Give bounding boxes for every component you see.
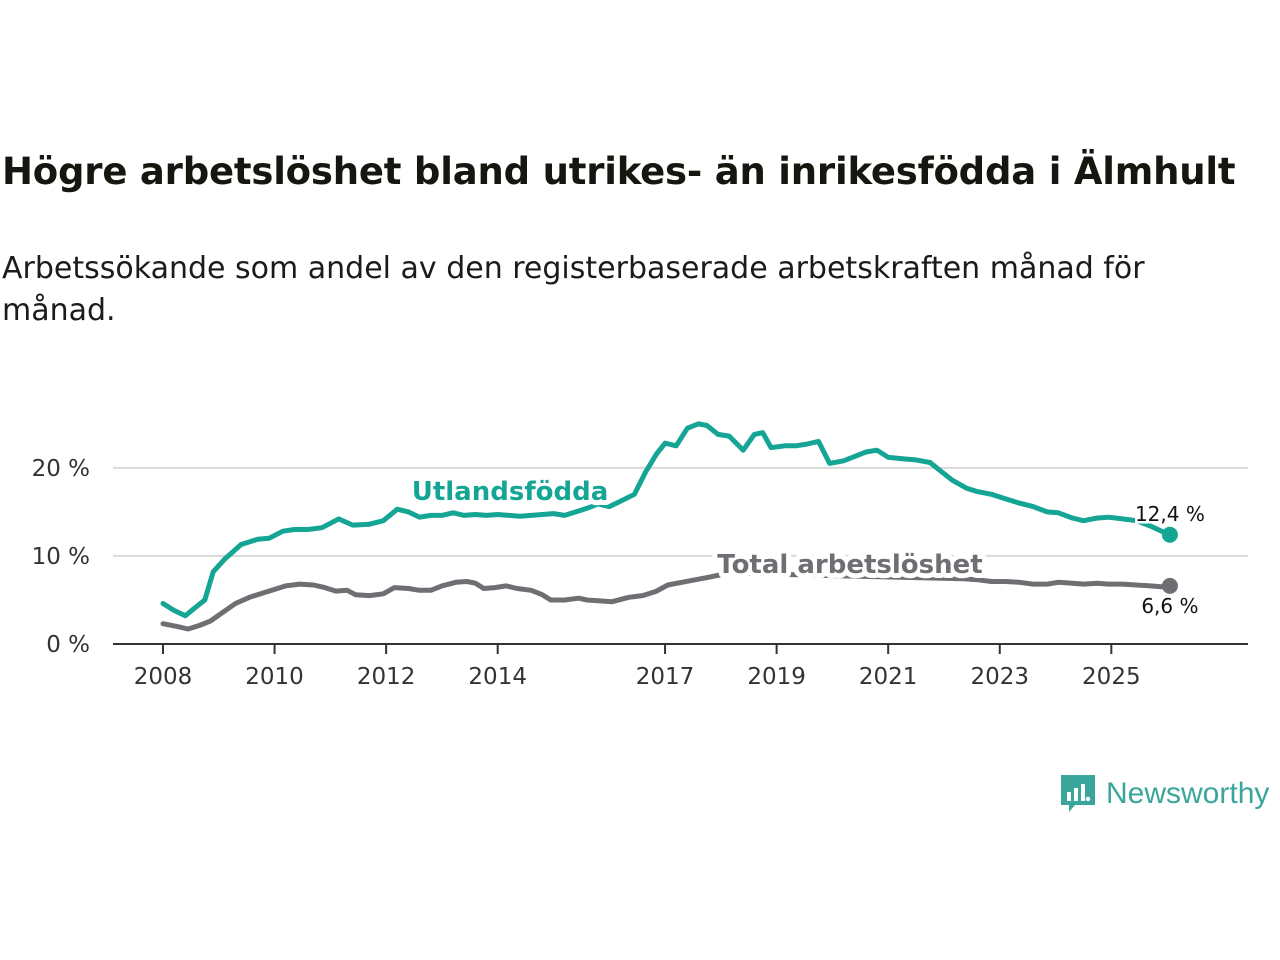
y-tick-label: 20 %	[32, 456, 90, 482]
chart-subtitle: Arbetssökande som andel av den registerb…	[2, 251, 1145, 328]
x-tick-label: 2023	[970, 664, 1029, 690]
series-line-utlandsfodda	[160, 421, 1173, 619]
y-tick-label: 0 %	[46, 632, 90, 658]
y-tick-label: 10 %	[32, 544, 90, 570]
x-tick-label: 2008	[134, 664, 193, 690]
brand-logo: Newsworthy	[1058, 772, 1269, 816]
x-tick-label: 2021	[859, 664, 918, 690]
series-label-total: Total arbetslöshet	[717, 550, 982, 580]
end-value-label-utlandsfodda: 12,4 %	[1135, 502, 1205, 526]
series-end-marker	[1161, 526, 1178, 543]
series-line-total	[160, 568, 1173, 632]
brand-name: Newsworthy	[1106, 777, 1270, 810]
x-tick-label: 2025	[1082, 664, 1141, 690]
x-tick-label: 2014	[468, 664, 527, 690]
axis-layer: 0 % 10 % 20 % 2008 2010 2012 2014 2017 2019 2021 2…	[32, 456, 1248, 690]
x-tick-label: 2010	[245, 664, 304, 690]
grid-layer	[113, 466, 1248, 557]
x-tick-label: 2019	[747, 664, 806, 690]
newsworthy-logo-icon	[1061, 775, 1095, 812]
x-tick-label: 2012	[357, 664, 416, 690]
end-value-label-total: 6,6 %	[1141, 594, 1198, 618]
series-layer	[160, 421, 1178, 632]
label-layer: Utlandsfödda Total arbetslöshet 12,4 % 6,6 …	[407, 472, 1208, 620]
series-label-utlandsfodda: Utlandsfödda	[412, 477, 609, 507]
x-tick-label: 2017	[636, 664, 695, 690]
series-end-marker	[1161, 577, 1178, 594]
chart-title: Högre arbetslöshet bland utrikes- än inr…	[2, 150, 1236, 193]
